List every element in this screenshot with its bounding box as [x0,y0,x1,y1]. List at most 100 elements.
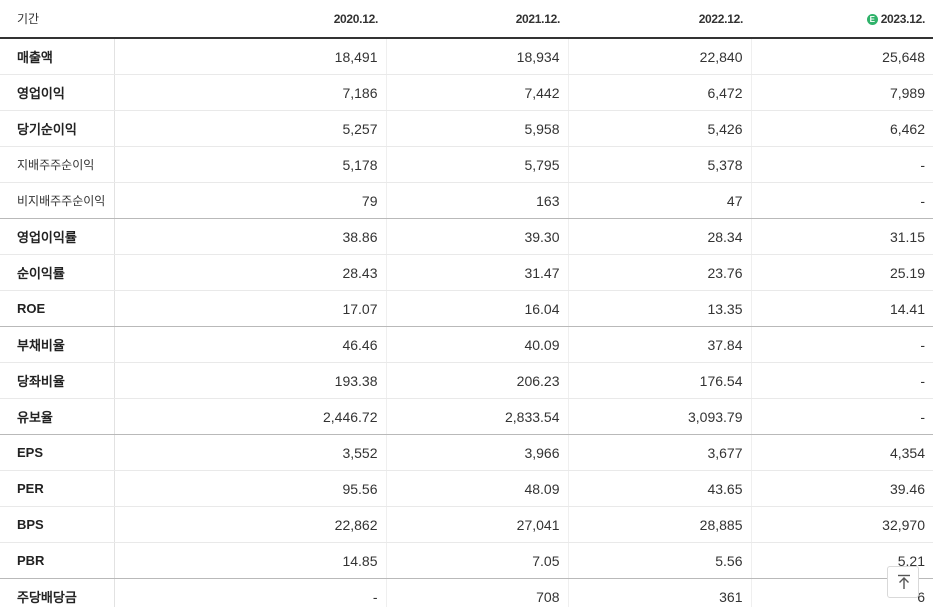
cell-value: 361 [568,578,752,607]
cell-value: 25,648 [751,38,933,75]
cell-value: 28.43 [114,254,387,291]
table-row-operating-margin: 영업이익률 38.86 39.30 28.34 31.15 [0,218,933,255]
cell-value: 14.41 [751,290,933,327]
period-header: 기간 [0,0,114,39]
row-label: 매출액 [0,38,115,75]
cell-value: 5,378 [568,146,752,183]
estimate-badge-icon: E [866,13,878,25]
cell-value: 3,552 [114,434,387,471]
cell-value: 7.05 [386,542,569,579]
cell-value: 22,862 [114,506,387,543]
cell-value: 176.54 [568,362,752,399]
cell-value: 38.86 [114,218,387,255]
row-label: EPS [0,434,115,471]
cell-value: - [751,362,933,399]
cell-value: 23.76 [568,254,752,291]
cell-value: 40.09 [386,326,569,363]
cell-value: 18,934 [386,38,569,75]
cell-value: 3,093.79 [568,398,752,435]
cell-value: 13.35 [568,290,752,327]
scroll-to-top-button[interactable] [887,566,919,598]
cell-value: 17.07 [114,290,387,327]
cell-value: 5.56 [568,542,752,579]
row-label: 지배주주순이익 [0,146,115,183]
table-row-operating-profit: 영업이익 7,186 7,442 6,472 7,989 [0,74,933,111]
table-row-revenue: 매출액 18,491 18,934 22,840 25,648 [0,38,933,75]
cell-value: 37.84 [568,326,752,363]
row-label: ROE [0,290,115,327]
cell-value: 4,354 [751,434,933,471]
column-header-2023: E 2023.12. [751,0,933,39]
cell-value: 5,795 [386,146,569,183]
table-body: 매출액 18,491 18,934 22,840 25,648 영업이익 7,186 7,44… [0,38,933,607]
cell-value: 28.34 [568,218,752,255]
table-row-pbr: PBR 14.85 7.05 5.56 5.21 [0,542,933,579]
cell-value: 5,426 [568,110,752,147]
table-row-reserve-ratio: 유보율 2,446.72 2,833.54 3,093.79- [0,398,933,435]
table-row-noncontrolling-net-income: 비지배주주순이익 79 163 47- [0,182,933,219]
cell-value: 193.38 [114,362,387,399]
cell-value: 39.30 [386,218,569,255]
cell-value: 2,446.72 [114,398,387,435]
cell-value: 46.46 [114,326,387,363]
cell-value: 5,178 [114,146,387,183]
cell-value: 6,462 [751,110,933,147]
cell-value: 14.85 [114,542,387,579]
cell-value: 43.65 [568,470,752,507]
cell-value: 31.47 [386,254,569,291]
row-label: 영업이익률 [0,218,115,255]
table-row-bps: BPS 22,862 27,041 28,885 32,970 [0,506,933,543]
row-label: 순이익률 [0,254,115,291]
cell-value: 48.09 [386,470,569,507]
row-label: BPS [0,506,115,543]
cell-value: 18,491 [114,38,387,75]
cell-value: 95.56 [114,470,387,507]
cell-value: 708 [386,578,569,607]
table-row-controlling-net-income: 지배주주순이익 5,178 5,795 5,378- [0,146,933,183]
cell-value: 7,442 [386,74,569,111]
cell-value: 3,677 [568,434,752,471]
row-label: 부채비율 [0,326,115,363]
cell-value: 206.23 [386,362,569,399]
table-row-eps: EPS 3,552 3,966 3,677 4,354 [0,434,933,471]
column-header-2022: 2022.12. [568,0,751,39]
table-row-debt-ratio: 부채비율 46.46 40.09 37.84- [0,326,933,363]
table-row-quick-ratio: 당좌비율 193.38 206.23 176.54- [0,362,933,399]
cell-value: 32,970 [751,506,933,543]
cell-value: 16.04 [386,290,569,327]
table-row-per: PER 95.56 48.09 43.65 39.46 [0,470,933,507]
table-header-row: 기간 2020.12. 2021.12. 2022.12. E 2023.12. [0,0,933,39]
cell-value: 31.15 [751,218,933,255]
cell-value: 6,472 [568,74,752,111]
cell-value: 22,840 [568,38,752,75]
table-row-net-margin: 순이익률 28.43 31.47 23.76 25.19 [0,254,933,291]
cell-value: - [751,398,933,435]
row-label: 당기순이익 [0,110,115,147]
row-label: 영업이익 [0,74,115,111]
cell-value: - [751,182,933,219]
cell-value: 39.46 [751,470,933,507]
cell-value: 25.19 [751,254,933,291]
cell-value: 27,041 [386,506,569,543]
cell-value: 163 [386,182,569,219]
column-header-2020: 2020.12. [114,0,386,39]
column-header-2023-label: 2023.12. [880,11,926,26]
cell-value: 5,958 [386,110,569,147]
cell-value: - [114,578,387,607]
cell-value: 28,885 [568,506,752,543]
table-row-roe: ROE 17.07 16.04 13.35 14.41 [0,290,933,327]
table-row-net-income: 당기순이익 5,257 5,958 5,426 6,462 [0,110,933,147]
table-row-dividend-per-share: 주당배당금 -708 361 6 [0,578,933,607]
cell-value: 7,186 [114,74,387,111]
row-label: 주당배당금 [0,578,115,607]
cell-value: 3,966 [386,434,569,471]
cell-value: 7,989 [751,74,933,111]
cell-value: 2,833.54 [386,398,569,435]
cell-value: 5,257 [114,110,387,147]
row-label: 비지배주주순이익 [0,182,115,219]
cell-value: 47 [568,182,752,219]
cell-value: - [751,146,933,183]
cell-value: - [751,326,933,363]
